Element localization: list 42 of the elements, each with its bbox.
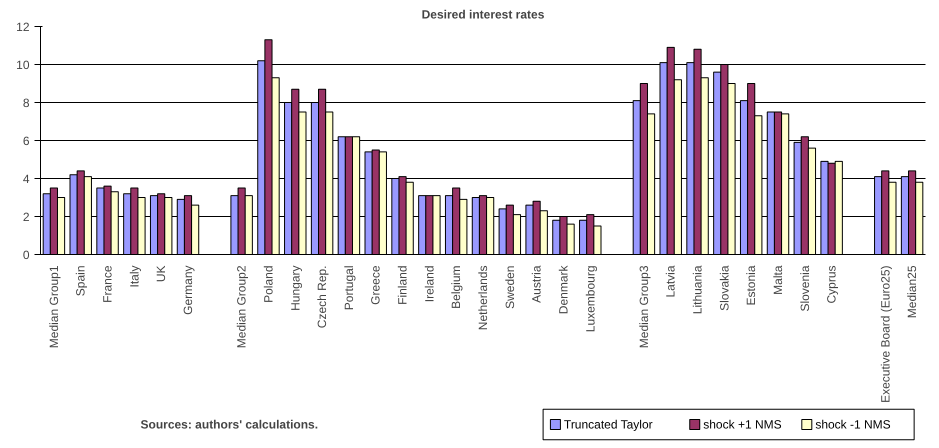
legend-label: Truncated Taylor <box>564 418 653 432</box>
x-tick-label: UK <box>154 266 168 282</box>
legend-label: shock +1 NMS <box>703 418 782 432</box>
x-tick-label: Spain <box>74 265 88 296</box>
x-tick-label: Estonia <box>744 265 758 306</box>
x-tick-label: Median Group2 <box>234 265 249 348</box>
x-tick-label: Sweden <box>502 265 517 309</box>
x-tick-label: Italy <box>127 265 142 288</box>
x-tick-label: Slovakia <box>717 265 732 311</box>
x-tick-label: Median25 <box>905 265 920 318</box>
x-tick-label: Luxembourg <box>583 265 598 332</box>
y-tick-label: 10 <box>16 58 30 72</box>
x-tick-label: Slovenia <box>798 265 812 312</box>
x-tick-label: Hungary <box>288 266 302 311</box>
x-tick-label: Finland <box>396 266 410 305</box>
x-tick-label: Denmark <box>556 264 570 314</box>
source-note: Sources: authors' calculations. <box>140 418 318 432</box>
y-tick-label: 6 <box>22 134 30 148</box>
y-tick-label: 4 <box>22 172 30 186</box>
x-tick-label: Cyprus <box>824 265 839 304</box>
x-tick-label: Czech Rep. <box>315 265 330 328</box>
x-tick-label: Median Group3 <box>636 265 651 348</box>
x-tick-label: Malta <box>771 265 785 295</box>
x-tick-label: France <box>100 265 115 303</box>
x-tick-label: Belgium <box>449 265 464 309</box>
y-tick-label: 2 <box>22 210 30 224</box>
chart-title: Desired interest rates <box>422 8 545 22</box>
x-tick-label: Austria <box>530 265 544 303</box>
x-tick-label: Lithuania <box>690 265 705 314</box>
x-tick-label: Netherlands <box>476 265 490 330</box>
x-tick-label: Germany <box>181 265 195 315</box>
x-tick-label: Greece <box>368 265 383 305</box>
x-tick-label: Executive Board (Euro25) <box>878 265 892 403</box>
legend-label: shock -1 NMS <box>815 418 891 432</box>
y-tick-label: 12 <box>16 20 30 34</box>
x-tick-label: Latvia <box>664 265 678 298</box>
x-tick-label: Portugal <box>342 265 356 310</box>
y-tick-label: 8 <box>22 96 30 110</box>
y-tick-label: 0 <box>22 248 30 262</box>
x-tick-label: Poland <box>261 265 276 303</box>
x-tick-label: Ireland <box>422 265 436 302</box>
x-tick-label: Median Group1 <box>46 265 61 348</box>
